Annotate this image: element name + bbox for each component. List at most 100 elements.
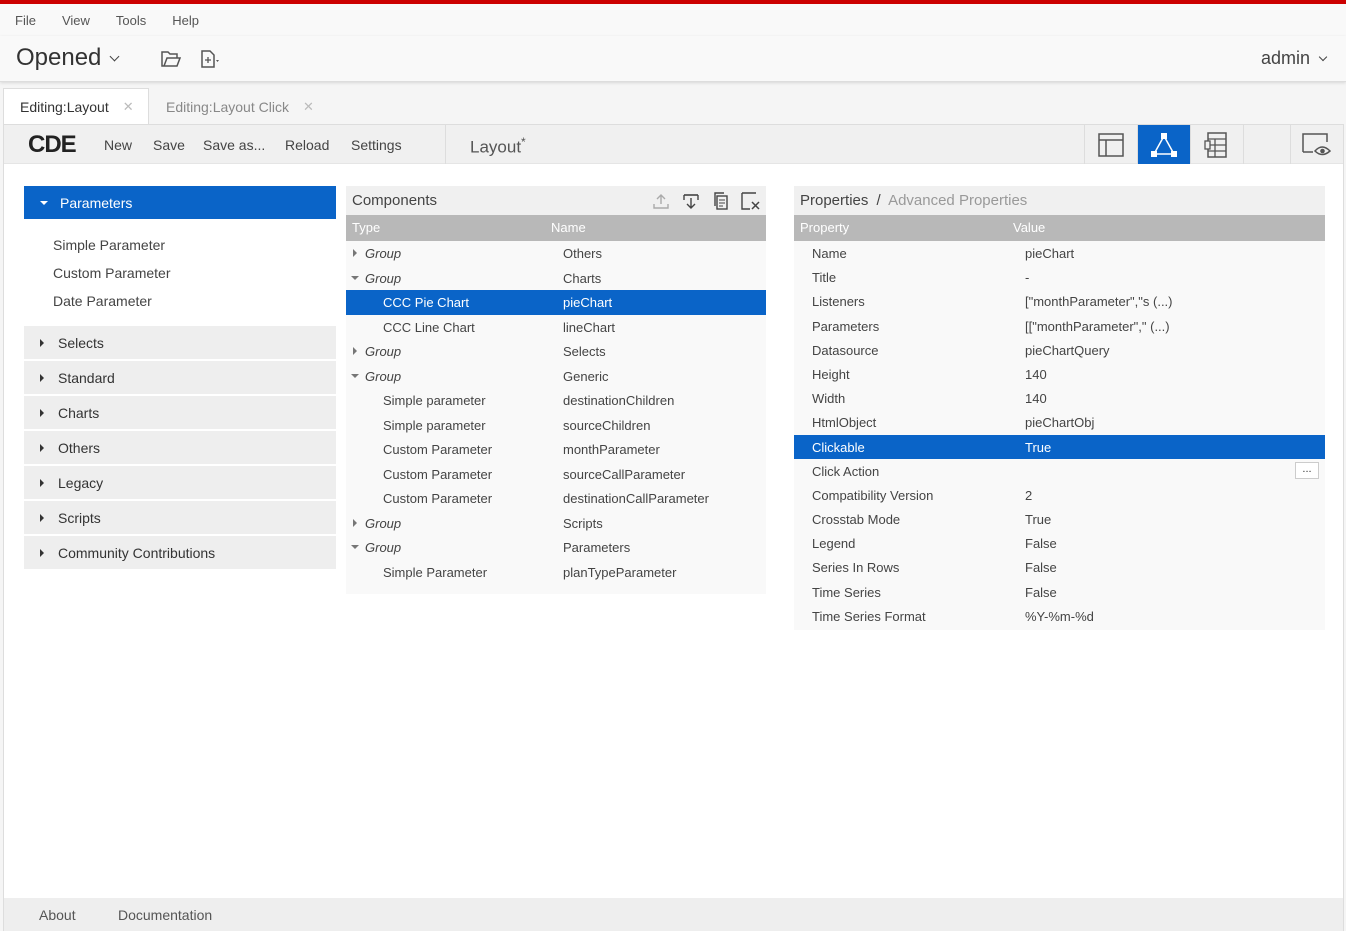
caret-down-icon[interactable]	[351, 275, 359, 280]
property-row-series-in-rows[interactable]: Series In Rows False	[794, 555, 1325, 579]
property-value[interactable]: False	[1025, 560, 1057, 576]
property-value[interactable]: ["monthParameter","s (...)	[1025, 294, 1173, 310]
caret-down-icon	[40, 200, 48, 205]
palette-section-standard[interactable]: Standard	[24, 361, 336, 394]
duplicate-button[interactable]	[706, 190, 736, 212]
column-name[interactable]: Name	[551, 220, 586, 235]
property-row-width[interactable]: Width 140	[794, 386, 1325, 410]
move-down-button[interactable]	[676, 190, 706, 212]
table-row[interactable]: Simple parameter sourceChildren	[346, 413, 766, 438]
component-name: destinationChildren	[563, 393, 675, 408]
user-menu[interactable]: admin	[1260, 48, 1328, 69]
property-value[interactable]: False	[1025, 584, 1057, 600]
palette-section-charts[interactable]: Charts	[24, 396, 336, 429]
property-label: Series In Rows	[812, 560, 900, 576]
settings-button[interactable]: Settings	[351, 137, 402, 153]
menu-file[interactable]: File	[15, 12, 36, 28]
close-icon[interactable]: ✕	[122, 99, 134, 114]
move-up-button[interactable]	[646, 190, 676, 212]
property-row-datasource[interactable]: Datasource pieChartQuery	[794, 338, 1325, 362]
palette-item[interactable]: Date Parameter	[53, 293, 152, 309]
caret-right-icon[interactable]	[353, 347, 357, 355]
caret-down-icon[interactable]	[351, 545, 359, 549]
datasources-view-button[interactable]	[1190, 125, 1243, 164]
property-row-clickable[interactable]: Clickable True	[794, 434, 1325, 459]
save-button[interactable]: Save	[153, 137, 185, 153]
save-as-button[interactable]: Save as...	[203, 137, 266, 153]
table-row[interactable]: Group Parameters	[346, 535, 766, 560]
preview-button[interactable]	[1290, 125, 1343, 164]
documentation-link[interactable]: Documentation	[118, 907, 213, 923]
palette-item[interactable]: Custom Parameter	[53, 265, 171, 281]
palette-section-parameters[interactable]: Parameters	[24, 186, 336, 219]
palette-section-community[interactable]: Community Contributions	[24, 536, 336, 569]
property-value[interactable]: pieChart	[1025, 246, 1075, 261]
table-row[interactable]: Custom Parameter sourceCallParameter	[346, 462, 766, 487]
property-value[interactable]: True	[1025, 439, 1052, 455]
property-value[interactable]: pieChartObj	[1025, 415, 1095, 431]
delete-button[interactable]	[736, 190, 766, 212]
property-value[interactable]: %Y-%m-%d	[1025, 608, 1094, 624]
property-row-click-action[interactable]: Click Action...	[794, 459, 1325, 483]
new-file-icon[interactable]	[198, 48, 220, 70]
table-row[interactable]: Custom Parameter monthParameter	[346, 437, 766, 462]
table-row[interactable]: Simple Parameter planTypeParameter	[346, 560, 766, 585]
property-row-crosstab-mode[interactable]: Crosstab Mode True	[794, 507, 1325, 531]
tab-editing-layout[interactable]: Editing:Layout ✕	[3, 88, 149, 125]
property-row-legend[interactable]: Legend False	[794, 531, 1325, 555]
property-value[interactable]: [["monthParameter"," (...)	[1025, 318, 1170, 334]
component-name: Scripts	[563, 515, 603, 531]
property-value[interactable]: False	[1025, 536, 1057, 552]
menu-help[interactable]: Help	[172, 12, 200, 28]
property-row-htmlobject[interactable]: HtmlObject pieChartObj	[794, 410, 1325, 434]
palette-section-scripts[interactable]: Scripts	[24, 501, 336, 534]
caret-right-icon[interactable]	[353, 518, 357, 527]
property-value[interactable]: pieChartQuery	[1025, 342, 1110, 358]
palette-item[interactable]: Simple Parameter	[53, 237, 166, 253]
property-row-compatibility-version[interactable]: Compatibility Version 2	[794, 483, 1325, 507]
property-row-time-series-format[interactable]: Time Series Format %Y-%m-%d	[794, 604, 1325, 628]
property-value[interactable]: True	[1025, 512, 1052, 528]
table-row[interactable]: Group Charts	[346, 266, 766, 291]
palette-section-selects[interactable]: Selects	[24, 326, 336, 359]
user-name: admin	[1260, 48, 1310, 68]
open-folder-icon[interactable]	[160, 48, 182, 70]
menu-view[interactable]: View	[61, 12, 90, 28]
palette-section-others[interactable]: Others	[24, 431, 336, 464]
table-row[interactable]: CCC Line Chart lineChart	[346, 315, 766, 340]
menu-tools[interactable]: Tools	[115, 12, 147, 28]
property-row-listeners[interactable]: Listeners ["monthParameter","s (...)	[794, 289, 1325, 313]
property-value[interactable]: 140	[1025, 366, 1047, 382]
caret-right-icon[interactable]	[353, 249, 357, 257]
properties-tab[interactable]: Properties	[800, 192, 869, 209]
advanced-properties-tab[interactable]: Advanced Properties	[888, 192, 1028, 209]
table-row[interactable]: CCC Pie Chart pieChart	[346, 290, 766, 315]
property-row-name[interactable]: Name pieChart	[794, 241, 1325, 265]
caret-down-icon[interactable]	[351, 373, 359, 378]
property-row-parameters[interactable]: Parameters [["monthParameter"," (...)	[794, 314, 1325, 338]
edit-click-action-button[interactable]: ...	[1295, 461, 1319, 479]
property-value[interactable]: 140	[1025, 391, 1047, 407]
opened-dropdown[interactable]: Opened	[16, 44, 120, 72]
table-row[interactable]: Custom Parameter destinationCallParameter	[346, 486, 766, 511]
component-name: planTypeParameter	[563, 564, 677, 580]
table-row[interactable]: Group Others	[346, 241, 766, 266]
tab-editing-layout-click[interactable]: Editing:Layout Click ✕	[150, 88, 330, 125]
property-row-height[interactable]: Height 140	[794, 362, 1325, 386]
property-value[interactable]: 2	[1025, 487, 1033, 503]
new-button[interactable]: New	[104, 137, 133, 153]
about-link[interactable]: About	[39, 907, 76, 923]
reload-button[interactable]: Reload	[285, 137, 330, 153]
property-row-title[interactable]: Title -	[794, 265, 1325, 289]
palette-section-legacy[interactable]: Legacy	[24, 466, 336, 499]
property-row-time-series[interactable]: Time Series False	[794, 580, 1325, 604]
table-row[interactable]: Group Scripts	[346, 511, 766, 536]
layout-view-button[interactable]	[1084, 125, 1137, 164]
property-value[interactable]: -	[1025, 270, 1030, 286]
table-row[interactable]: Group Selects	[346, 339, 766, 364]
table-row[interactable]: Group Generic	[346, 364, 766, 389]
components-view-button[interactable]	[1137, 125, 1190, 164]
column-type[interactable]: Type	[352, 220, 381, 235]
close-icon[interactable]: ✕	[302, 98, 314, 114]
table-row[interactable]: Simple parameter destinationChildren	[346, 388, 766, 413]
